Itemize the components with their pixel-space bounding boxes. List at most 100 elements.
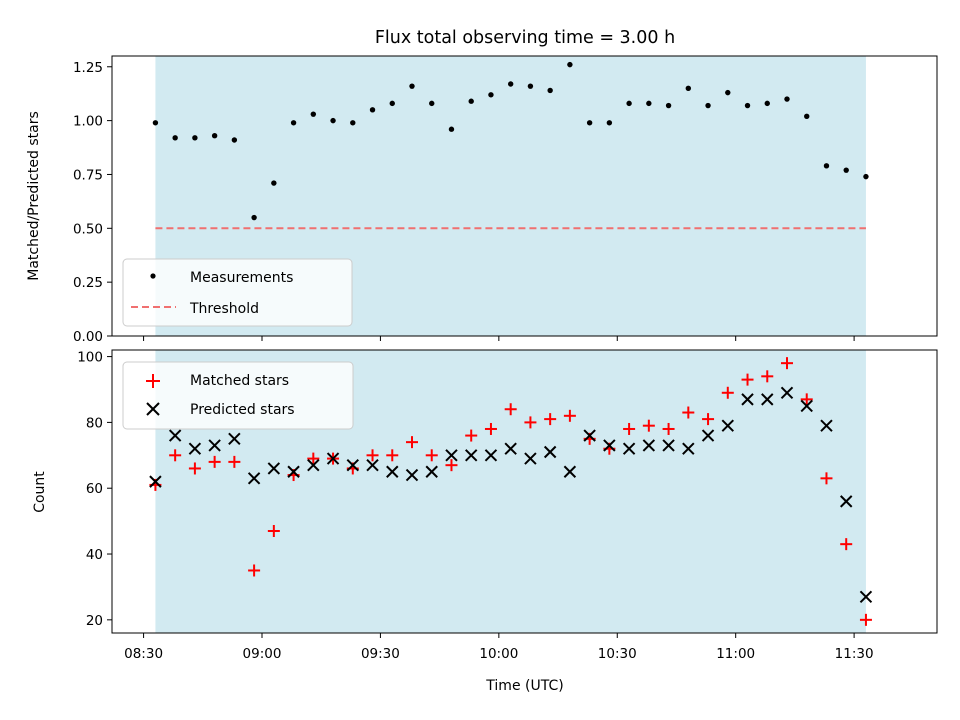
predicted-stars-point (287, 465, 300, 478)
predicted-stars-point (366, 458, 379, 472)
y-tick-label: 0.25 (73, 275, 103, 291)
matched-stars-point (267, 524, 280, 537)
predicted-stars-point (149, 475, 162, 488)
y-tick-label: 1.00 (73, 114, 103, 130)
measurement-point (468, 98, 474, 104)
matched-stars-point (781, 357, 793, 370)
matched-stars-point (761, 370, 774, 383)
matched-stars-point (859, 613, 872, 626)
predicted-stars-point (386, 465, 399, 478)
predicted-stars-point (859, 590, 873, 604)
measurement-point (409, 83, 415, 89)
panel-count-legend: Matched stars Predicted stars (122, 361, 354, 430)
x-tick-label: 11:00 (716, 646, 755, 662)
measurement-point (606, 120, 613, 126)
y-tick-label: 0.75 (73, 167, 103, 183)
legend-measurements-label: Measurements (190, 270, 293, 286)
legend-predicted-label: Predicted stars (190, 402, 295, 418)
predicted-stars-point (662, 439, 675, 452)
measurement-point (211, 132, 218, 139)
y-tick-label: 0.50 (73, 221, 103, 237)
measurement-point (152, 120, 159, 126)
measurement-point (784, 96, 790, 102)
predicted-stars-point (326, 452, 340, 465)
measurement-point (350, 120, 356, 126)
matched-stars-point (721, 386, 734, 399)
panel-ratio-legend: Measurements Threshold (122, 258, 353, 327)
x-tick-label: 11:30 (835, 646, 874, 662)
measurement-point (547, 87, 553, 94)
matched-stars-point (169, 449, 182, 462)
measurement-point (527, 83, 534, 89)
predicted-stars-point (622, 442, 636, 455)
measurement-point (488, 92, 494, 98)
measurement-point (507, 81, 514, 87)
measurement-point (172, 135, 178, 141)
panel-count: 20 40 60 80 100 08:30 09:00 09:30 10:00 10:30 11:… (32, 349, 938, 694)
panel-count-legend-box (122, 361, 354, 430)
predicted-stars-point (267, 462, 281, 475)
matched-stars-point (820, 472, 833, 485)
panel-count-markers (149, 357, 873, 626)
panel-ratio-y-label: Matched/Predicted stars (26, 111, 42, 281)
predicted-stars-point (583, 429, 596, 442)
panel-ratio-frame (111, 55, 938, 337)
predicted-stars-point (701, 429, 715, 442)
predicted-stars-point (721, 419, 734, 432)
measurement-point (251, 214, 257, 221)
matched-stars-point (445, 459, 458, 472)
measurement-point (369, 107, 376, 113)
matched-stars-point (425, 449, 438, 462)
x-tick-label: 08:30 (124, 646, 163, 662)
predicted-stars-point (168, 429, 182, 442)
measurement-point (764, 100, 770, 107)
predicted-stars-point (563, 465, 577, 478)
legend-matched-marker (146, 374, 160, 388)
predicted-stars-point (346, 458, 359, 472)
matched-stars-point (504, 403, 517, 416)
legend-matched-label: Matched stars (190, 373, 289, 389)
matched-stars-point (702, 413, 715, 426)
predicted-stars-point (445, 449, 458, 462)
matched-stars-point (800, 393, 813, 406)
measurement-point (646, 100, 652, 107)
panel-ratio-markers (152, 61, 869, 221)
measurement-point (725, 89, 731, 96)
measurement-point (823, 163, 830, 169)
measurement-point (843, 167, 849, 173)
predicted-stars-point (405, 468, 419, 482)
panel-count-frame (111, 349, 938, 634)
measurement-point (290, 120, 297, 126)
predicted-stars-point (504, 442, 517, 455)
panel-ratio-y-axis: 0.00 0.25 0.50 0.75 1.00 1.25 (73, 60, 112, 345)
predicted-stars-point (425, 465, 438, 478)
measurement-point (863, 173, 869, 180)
matched-stars-point (623, 422, 636, 435)
predicted-stars-point (820, 419, 833, 432)
predicted-stars-point (642, 439, 656, 452)
y-tick-label: 80 (86, 415, 103, 431)
y-tick-label: 60 (86, 481, 103, 497)
predicted-stars-point (780, 386, 794, 399)
measurement-point (804, 113, 810, 120)
measurement-point (389, 100, 395, 107)
panel-count-y-label: Count (32, 471, 48, 513)
measurement-point (192, 135, 198, 141)
y-tick-label: 100 (77, 350, 103, 366)
matched-stars-point (228, 455, 241, 468)
y-tick-label: 1.25 (73, 60, 103, 76)
matched-stars-point (544, 413, 557, 426)
legend-measurements-marker (150, 273, 156, 279)
measurement-point (330, 117, 336, 124)
predicted-stars-point (603, 439, 616, 452)
legend-threshold-label: Threshold (189, 301, 259, 317)
matched-stars-point (524, 416, 537, 429)
x-tick-label: 10:30 (598, 646, 637, 662)
panel-ratio: 0.00 0.25 0.50 0.75 1.00 1.25 Matched/Predict… (26, 55, 938, 345)
measurement-point (448, 126, 455, 132)
predicted-stars-point (543, 445, 557, 459)
predicted-stars-point (682, 442, 695, 455)
matched-stars-point (465, 429, 478, 442)
x-tick-label: 09:30 (361, 646, 400, 662)
matched-stars-point (642, 419, 655, 432)
